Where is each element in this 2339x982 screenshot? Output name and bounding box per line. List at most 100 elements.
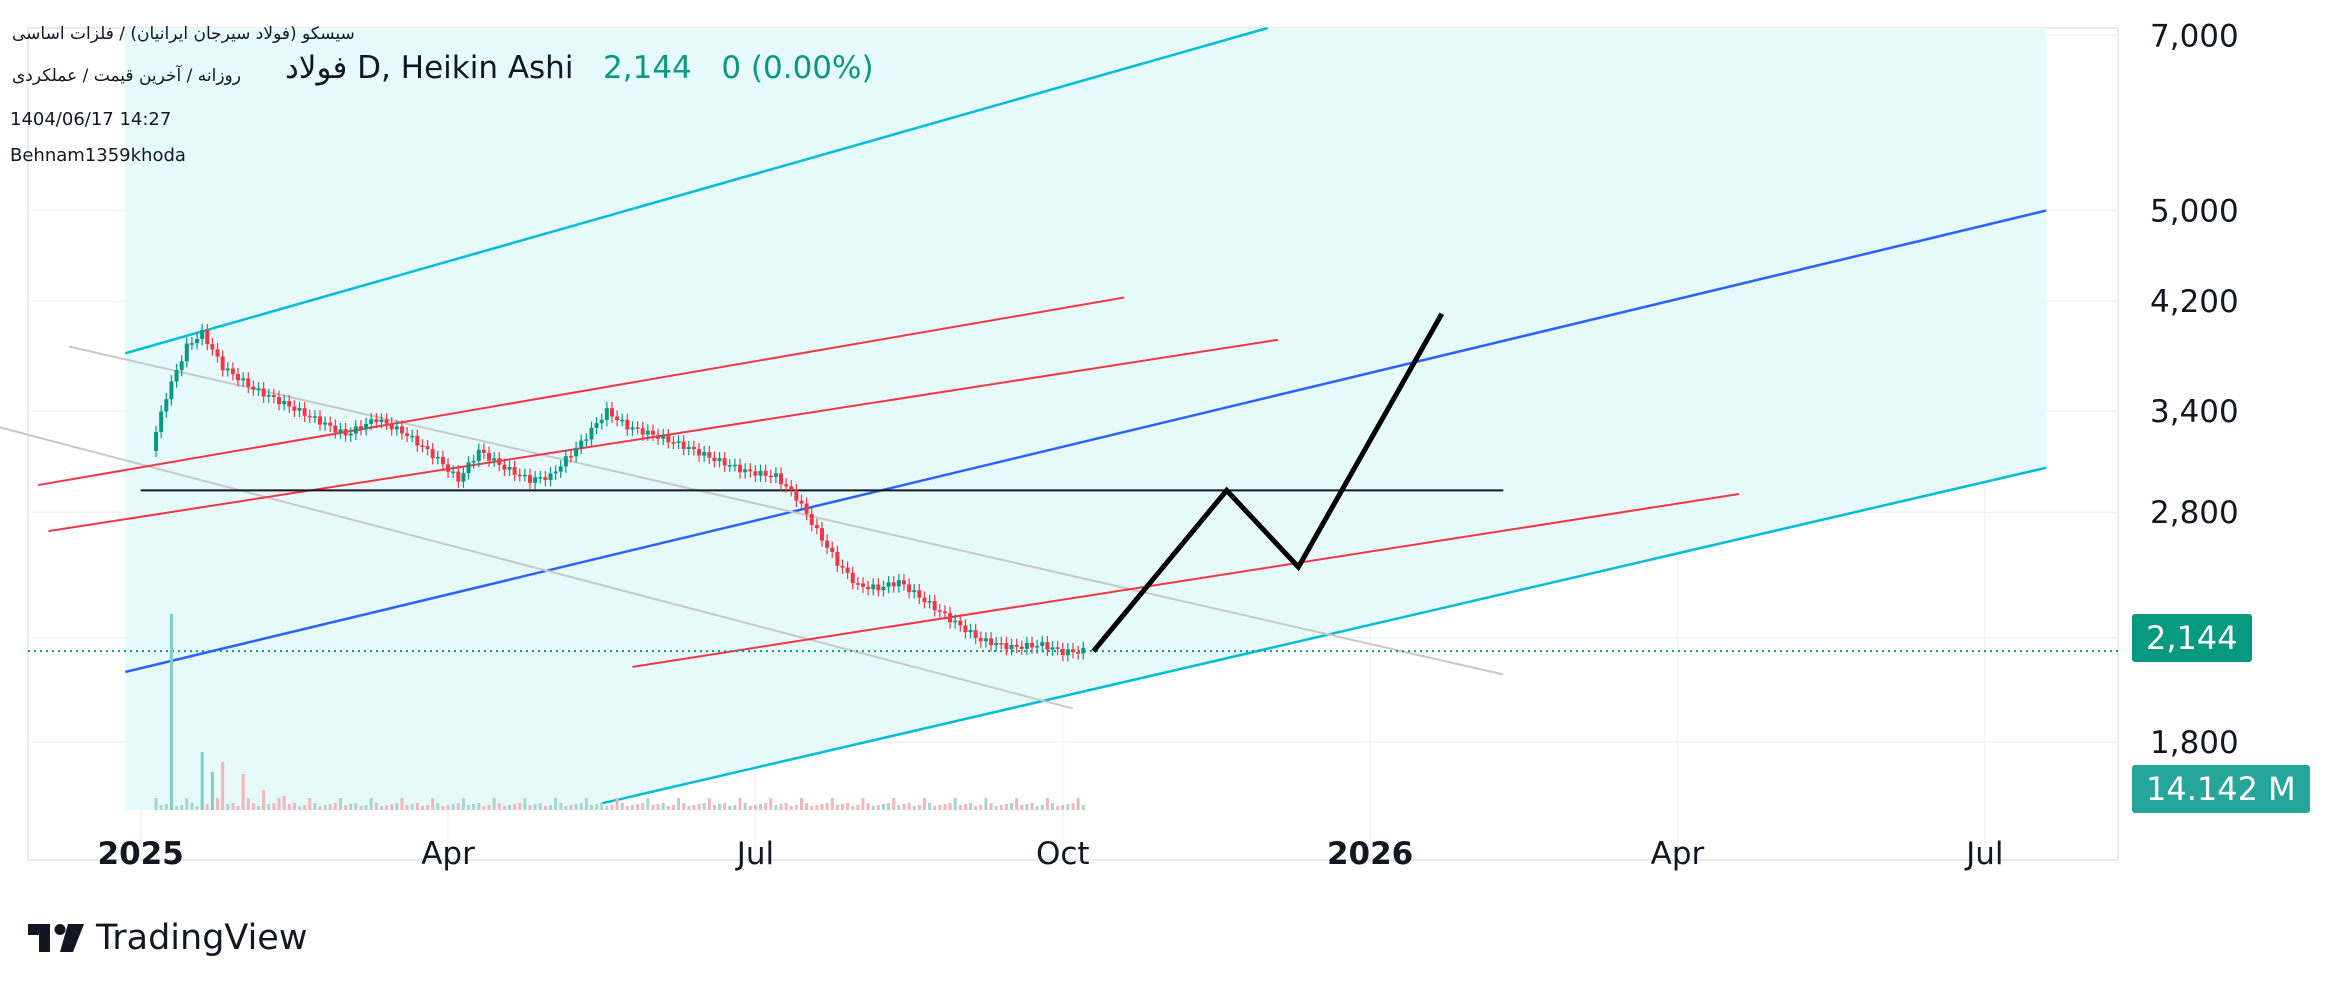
candle-body (743, 469, 748, 473)
volume-bar (738, 798, 742, 810)
candle-body (942, 611, 947, 614)
candle-body (440, 456, 445, 465)
volume-bar (728, 806, 732, 810)
candle-body (1055, 647, 1060, 649)
volume-bar (554, 798, 558, 810)
volume-bar (180, 805, 184, 810)
volume-bar (820, 804, 824, 810)
x-tick-label: 2026 (1327, 836, 1413, 872)
volume-bar (789, 806, 793, 810)
candle-body (1045, 642, 1050, 650)
candle-body (220, 356, 225, 371)
candle-body (471, 460, 476, 463)
volume-bar (559, 803, 563, 810)
volume-bar (846, 803, 850, 810)
volume-bar (943, 804, 947, 810)
candle-body (323, 422, 328, 425)
volume-bar (861, 798, 865, 810)
volume-bar (825, 803, 829, 810)
candle-body (676, 441, 681, 443)
candle-body (758, 470, 763, 476)
volume-bar (308, 798, 312, 810)
volume-bar (446, 805, 450, 810)
volume-bar (502, 806, 506, 810)
volume-bar (805, 803, 809, 810)
x-tick-label: Oct (1036, 836, 1090, 872)
volume-bar (549, 805, 552, 810)
volume-bar (313, 803, 317, 810)
symbol-title: فولاد D, Heikin Ashi (285, 50, 574, 86)
volume-bar (533, 804, 537, 810)
tradingview-brand[interactable]: TradingView (28, 918, 307, 958)
candle-body (789, 486, 794, 491)
last-price: 2,144 (603, 50, 692, 86)
candle-body (620, 419, 625, 422)
volume-bar (379, 806, 383, 810)
volume-bar (492, 798, 496, 810)
volume-bar (303, 805, 307, 810)
volume-bar (1066, 804, 1070, 810)
candle-body (656, 434, 661, 439)
candle-body (533, 477, 538, 483)
volume-bar (257, 806, 261, 810)
channel-upper-line (124, 26, 1268, 355)
candle-body (599, 419, 604, 424)
volume-bar (651, 805, 655, 810)
volume-bar (671, 805, 675, 810)
gray-trend-line (68, 345, 1504, 676)
volume-bar (467, 805, 471, 810)
candle-body (292, 406, 297, 411)
candle-body (1019, 646, 1024, 649)
candle-body (369, 419, 374, 424)
candle-body (978, 637, 983, 642)
candle-body (1009, 644, 1014, 650)
volume-bar (354, 803, 358, 810)
volume-bar (574, 804, 578, 810)
candle-body (1035, 646, 1040, 648)
x-tick-label: Apr (421, 836, 475, 872)
volume-bar (1010, 803, 1014, 810)
candle-body (860, 583, 865, 587)
volume-bar (405, 805, 409, 810)
candle-body (594, 423, 599, 428)
volume-bar (595, 804, 599, 810)
candle-body (328, 422, 333, 426)
candle-body (763, 470, 768, 476)
candle-body (174, 370, 179, 382)
volume-bar (410, 804, 414, 810)
volume-bar (999, 805, 1003, 810)
volume-bar (840, 804, 844, 810)
volume-bar (508, 805, 512, 810)
candle-body (917, 590, 922, 598)
candle-body (1030, 642, 1035, 648)
candle-body (937, 610, 942, 612)
candle-body (277, 397, 282, 405)
candle-body (927, 601, 932, 603)
volume-bar (395, 803, 399, 810)
volume-bar (390, 804, 394, 810)
volume-bar (344, 805, 348, 810)
candle-body (528, 474, 533, 483)
volume-bar (759, 804, 763, 810)
data-source: روزانه / آخرین قیمت / عملکردی (12, 66, 241, 86)
candle-body (615, 416, 620, 420)
candle-body (435, 456, 440, 459)
candle-body (686, 446, 691, 449)
candle-body (225, 368, 230, 371)
volume-bar (400, 798, 404, 810)
candle-body (563, 456, 568, 467)
candle-body (394, 426, 399, 430)
volume-bar (661, 803, 665, 810)
volume-bar (364, 805, 368, 810)
volume-bar (338, 798, 342, 810)
volume-bar (523, 798, 527, 810)
volume-bar (1076, 798, 1080, 810)
candle-body (456, 471, 461, 482)
candle-body (589, 427, 594, 440)
candle-body (302, 408, 307, 416)
candle-body (184, 343, 189, 362)
candle-body (568, 456, 573, 458)
candle-body (727, 465, 732, 467)
candle-body (814, 525, 819, 529)
